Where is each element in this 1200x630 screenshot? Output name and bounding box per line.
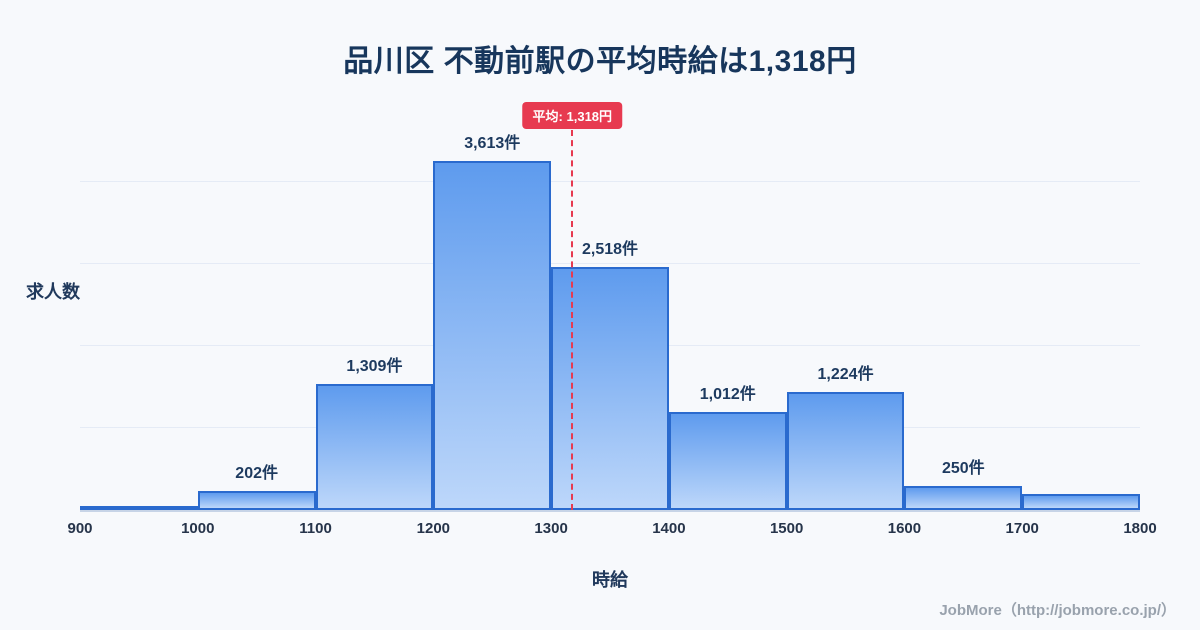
x-axis-ticks: 900 1000 1100 1200 1300 1400 1500 1600 1700 1800 bbox=[67, 520, 1156, 542]
plot-area: 平均: 1,318円 202件 1,309件 3,613件 2,518件 1,012件 1… bbox=[80, 100, 1140, 512]
footer-credit: JobMore（http://jobmore.co.jp/） bbox=[939, 602, 1176, 619]
bar-value-label: 202件 bbox=[235, 464, 279, 482]
histogram-bar bbox=[786, 391, 905, 510]
x-tick-label: 1100 bbox=[299, 520, 332, 537]
x-tick-label: 900 bbox=[67, 520, 93, 537]
x-tick-label: 1700 bbox=[1005, 520, 1039, 537]
bar-value-label: 1,012件 bbox=[699, 386, 756, 404]
histogram-bar bbox=[1022, 493, 1140, 510]
chart-title: 品川区 不動前駅の平均時給は1,318円 bbox=[343, 45, 857, 78]
x-tick-label: 1000 bbox=[181, 520, 215, 537]
bar-value-label: 250件 bbox=[941, 459, 985, 477]
histogram-bar bbox=[197, 490, 316, 510]
x-axis-label: 時給 bbox=[592, 570, 628, 590]
average-line bbox=[571, 130, 574, 510]
x-tick-label: 1500 bbox=[769, 520, 804, 537]
histogram-bar bbox=[80, 506, 198, 510]
y-axis-label: 求人数 bbox=[26, 282, 80, 302]
bar-value-label: 1,224件 bbox=[817, 365, 874, 383]
x-tick-label: 1600 bbox=[887, 520, 922, 537]
histogram-bar bbox=[904, 485, 1023, 510]
x-tick-label: 1800 bbox=[1123, 520, 1157, 537]
x-tick-label: 1300 bbox=[534, 520, 568, 537]
average-badge: 平均: 1,318円 bbox=[522, 102, 623, 129]
histogram-bar bbox=[315, 383, 434, 510]
bar-value-label: 2,518件 bbox=[581, 241, 639, 259]
histogram-bar bbox=[433, 161, 552, 510]
bar-value-label: 3,613件 bbox=[464, 135, 521, 153]
x-tick-label: 1400 bbox=[652, 520, 686, 537]
bar-value-label: 1,309件 bbox=[346, 357, 403, 375]
histogram-bar bbox=[551, 267, 669, 510]
histogram-bar bbox=[668, 412, 787, 510]
x-tick-label: 1200 bbox=[416, 520, 451, 537]
